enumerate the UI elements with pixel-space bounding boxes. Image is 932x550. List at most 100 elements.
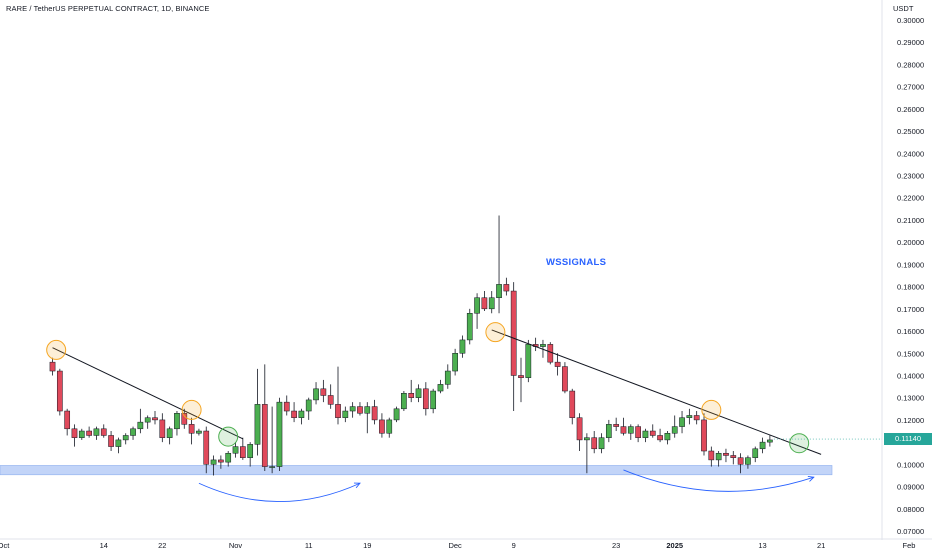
candle-down — [723, 452, 729, 456]
candle-up — [584, 437, 590, 441]
y-tick-label: 0.28000 — [897, 60, 924, 69]
candle-up — [115, 439, 122, 447]
breakout-circle — [218, 426, 239, 447]
candle-down — [510, 290, 517, 376]
candle-up — [254, 404, 261, 445]
candle-up — [745, 457, 751, 465]
candle-up — [276, 401, 283, 467]
candle-up — [122, 435, 129, 441]
candle-up — [459, 339, 466, 354]
candle-up — [166, 428, 173, 438]
candle-up — [78, 430, 85, 438]
curved-arrow — [623, 469, 814, 492]
candle-up — [642, 430, 649, 438]
candle-down — [422, 388, 429, 410]
candle-up — [452, 353, 458, 372]
candle-down — [86, 430, 92, 436]
candle-down — [261, 404, 268, 467]
candles-layer — [49, 215, 773, 476]
touch-circle — [181, 399, 202, 420]
y-tick-label: 0.21000 — [897, 216, 924, 225]
candle-up — [393, 408, 400, 421]
candle-down — [283, 401, 290, 412]
candle-down — [335, 404, 341, 418]
candle-up — [225, 452, 232, 463]
trendline — [52, 347, 244, 440]
y-tick-label: 0.14000 — [897, 371, 924, 380]
candle-up — [130, 428, 136, 436]
candle-up — [342, 410, 349, 418]
candle-down — [49, 361, 56, 372]
candle-down — [408, 393, 415, 398]
x-tick-label: 11 — [305, 541, 313, 550]
x-tick-label: Nov — [229, 541, 243, 550]
candle-up — [144, 417, 151, 423]
curved-arrow — [198, 482, 361, 503]
y-tick-label: 0.25000 — [897, 127, 924, 136]
candle-up — [540, 344, 546, 347]
x-tick-label: 21 — [817, 541, 825, 550]
y-tick-label: 0.30000 — [897, 16, 924, 25]
candle-up — [430, 390, 437, 410]
y-tick-label: 0.22000 — [897, 194, 924, 203]
candle-down — [635, 426, 641, 438]
candle-up — [210, 459, 217, 465]
candle-up — [401, 393, 407, 410]
y-tick-label: 0.29000 — [897, 38, 924, 47]
y-tick-label: 0.07000 — [897, 527, 924, 536]
y-tick-label: 0.23000 — [897, 172, 924, 181]
candle-up — [671, 426, 678, 434]
y-tick-label: 0.09000 — [897, 483, 924, 492]
touch-circle — [46, 339, 67, 360]
candle-up — [305, 399, 312, 412]
candle-down — [188, 424, 195, 434]
candle-down — [203, 430, 210, 465]
y-tick-label: 0.19000 — [897, 260, 924, 269]
candle-down — [327, 395, 334, 405]
drawings-layer — [46, 322, 882, 503]
x-tick-label: Dec — [448, 541, 462, 550]
y-tick-label: 0.26000 — [897, 105, 924, 114]
candle-down — [371, 406, 378, 421]
candle-down — [730, 455, 737, 458]
candle-up — [679, 417, 685, 427]
candle-up — [232, 446, 239, 454]
candle-down — [181, 412, 188, 425]
candle-down — [71, 428, 78, 438]
x-tick-label: 2025 — [666, 541, 683, 550]
y-tick-label: 0.12000 — [897, 416, 924, 425]
candle-up — [415, 388, 422, 398]
y-tick-label: 0.08000 — [897, 505, 924, 514]
candle-up — [174, 412, 180, 430]
candle-down — [569, 390, 576, 418]
y-tick-label: 0.15000 — [897, 349, 924, 358]
y-tick-label: 0.10000 — [897, 460, 924, 469]
candle-up — [437, 384, 444, 392]
candle-down — [613, 424, 620, 427]
candle-down — [708, 450, 715, 461]
candle-up — [759, 441, 766, 450]
candle-down — [503, 284, 510, 292]
candle-down — [108, 435, 114, 447]
chart-title: RARE / TetherUS PERPETUAL CONTRACT, 1D, … — [6, 4, 210, 13]
candle-up — [627, 426, 634, 434]
candle-down — [591, 437, 598, 450]
candle-down — [239, 446, 246, 458]
y-tick-label: 0.20000 — [897, 238, 924, 247]
candle-down — [320, 388, 327, 396]
candle-up — [664, 432, 671, 441]
candle-up — [298, 410, 305, 418]
watermark-annotation: WSSIGNALS — [546, 257, 607, 268]
candle-down — [576, 417, 583, 441]
x-tick-label: 13 — [758, 541, 766, 550]
y-tick-label: 0.13000 — [897, 394, 924, 403]
candle-down — [554, 361, 561, 367]
current-price-tag: 0.11140 — [884, 433, 932, 445]
candle-up — [386, 419, 393, 434]
candle-up — [364, 406, 371, 414]
y-tick-label: 0.27000 — [897, 83, 924, 92]
candle-down — [152, 417, 158, 421]
candle-up — [247, 444, 254, 458]
